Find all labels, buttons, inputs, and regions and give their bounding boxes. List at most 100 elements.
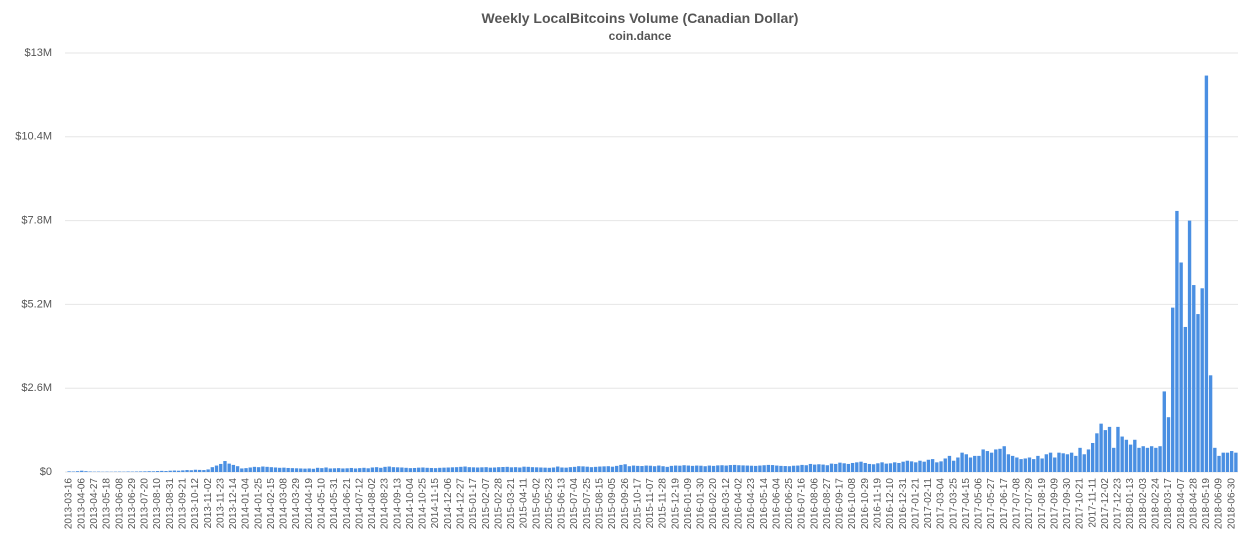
bar <box>729 465 732 472</box>
bar <box>1007 454 1010 472</box>
bar <box>1015 457 1018 472</box>
bar <box>265 467 268 472</box>
bar <box>1217 456 1220 472</box>
bar <box>1099 424 1102 472</box>
bar <box>615 466 618 472</box>
bar <box>708 466 711 472</box>
x-tick-label: 2016-05-14 <box>759 478 770 530</box>
x-tick-label: 2015-07-25 <box>582 478 593 530</box>
bar <box>299 468 302 472</box>
bar <box>573 467 576 472</box>
bar <box>80 471 83 472</box>
bar <box>270 467 273 472</box>
bar <box>1024 458 1027 472</box>
bar <box>897 463 900 472</box>
bar <box>1091 443 1094 472</box>
bar <box>261 467 264 472</box>
bar <box>291 468 294 472</box>
bar <box>459 467 462 472</box>
bar <box>278 468 281 472</box>
bar <box>190 470 193 472</box>
bar <box>1154 448 1157 472</box>
bar <box>1003 446 1006 472</box>
x-tick-label: 2017-11-11 <box>1087 478 1098 528</box>
bar <box>215 466 218 472</box>
bar <box>388 467 391 472</box>
bar <box>598 467 601 472</box>
bar <box>868 464 871 472</box>
bar <box>371 467 374 472</box>
bar <box>392 467 395 472</box>
bar <box>236 466 239 472</box>
y-tick-label: $10.4M <box>15 131 52 143</box>
x-tick-label: 2018-06-30 <box>1226 478 1237 530</box>
bar <box>1049 453 1052 472</box>
bar <box>935 462 938 472</box>
bar <box>409 468 412 472</box>
bar <box>312 469 315 472</box>
bar <box>771 465 774 472</box>
x-tick-label: 2016-01-30 <box>696 478 707 530</box>
bar <box>733 465 736 472</box>
bar <box>594 467 597 472</box>
x-tick-label: 2014-03-08 <box>279 478 290 530</box>
bar <box>653 466 656 472</box>
bar <box>463 467 466 472</box>
x-tick-label: 2014-04-19 <box>304 478 315 530</box>
y-tick-label: $7.8M <box>21 215 52 227</box>
x-tick-label: 2018-03-17 <box>1163 478 1174 530</box>
x-tick-label: 2016-06-25 <box>784 478 795 530</box>
bar <box>320 468 323 472</box>
bar <box>569 467 572 472</box>
bar <box>838 463 841 472</box>
bar <box>893 462 896 472</box>
y-tick-label: $5.2M <box>21 298 52 310</box>
bar <box>703 466 706 472</box>
bar <box>994 449 997 472</box>
bar <box>607 466 610 472</box>
x-tick-label: 2013-08-31 <box>165 478 176 530</box>
bar <box>345 468 348 472</box>
bar <box>754 466 757 472</box>
x-tick-label: 2017-03-04 <box>936 478 947 530</box>
bar <box>1028 457 1031 472</box>
bar <box>644 466 647 472</box>
bar <box>948 456 951 472</box>
bar <box>1167 417 1170 472</box>
x-tick-label: 2013-04-06 <box>76 478 87 530</box>
y-tick-label: $0 <box>40 466 52 478</box>
bar <box>198 470 201 472</box>
bar <box>240 468 243 472</box>
bar <box>657 466 660 472</box>
bar <box>1120 437 1123 472</box>
bar <box>792 466 795 472</box>
bar <box>1057 453 1060 472</box>
bar <box>438 468 441 472</box>
x-tick-label: 2016-10-29 <box>860 478 871 530</box>
bar <box>1142 446 1145 472</box>
x-tick-label: 2014-08-23 <box>380 478 391 530</box>
bar <box>76 471 79 472</box>
bar <box>404 468 407 472</box>
bar <box>1062 453 1065 472</box>
bar <box>514 467 517 472</box>
x-tick-label: 2014-02-15 <box>266 478 277 530</box>
x-tick-label: 2015-07-04 <box>569 478 580 530</box>
bar <box>750 466 753 472</box>
x-tick-label: 2016-10-08 <box>847 478 858 530</box>
bar <box>455 467 458 472</box>
bar <box>746 466 749 472</box>
bar <box>1129 445 1132 472</box>
bar <box>762 465 765 472</box>
x-tick-label: 2015-12-19 <box>670 478 681 530</box>
bar <box>1171 308 1174 472</box>
bar <box>303 469 306 472</box>
x-tick-label: 2014-09-13 <box>392 478 403 530</box>
bar <box>830 464 833 472</box>
bar <box>666 467 669 472</box>
bar <box>973 456 976 472</box>
bar <box>944 458 947 472</box>
x-tick-label: 2018-04-07 <box>1176 478 1187 530</box>
bar <box>901 462 904 472</box>
